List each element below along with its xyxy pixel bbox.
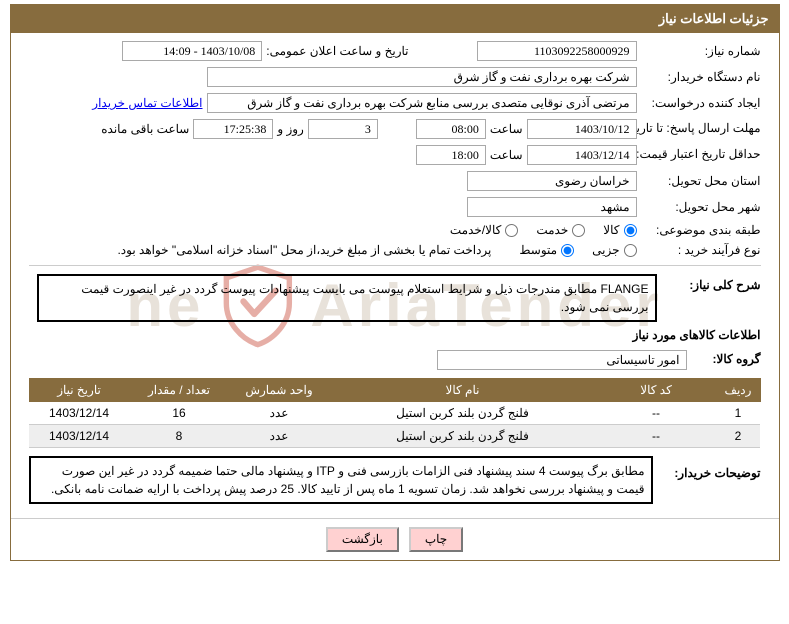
- buyer-exp-box: مطابق برگ پیوست 4 سند پیشنهاد فنی الزاما…: [29, 456, 653, 504]
- cell-qty: 8: [129, 425, 229, 448]
- cell-date: 1403/12/14: [29, 425, 129, 448]
- radio-kala[interactable]: کالا: [603, 223, 636, 237]
- field-group: امور تاسیساتی: [437, 350, 687, 370]
- cell-name: فلنج گردن بلند کربن استیل: [329, 425, 596, 448]
- table-row: 2--فلنج گردن بلند کربن استیلعدد81403/12/…: [29, 425, 760, 448]
- label-reply-deadline: مهلت ارسال پاسخ: تا تاریخ:: [641, 122, 761, 135]
- panel-content: شماره نیاز: 1103092258000929 تاریخ و ساع…: [11, 33, 779, 518]
- field-province: خراسان رضوی: [467, 171, 637, 191]
- col-name: نام کالا: [329, 379, 596, 402]
- row-need-number: شماره نیاز: 1103092258000929 تاریخ و ساع…: [29, 41, 761, 61]
- radio-motavaset[interactable]: متوسط: [519, 243, 574, 257]
- label-announce: تاریخ و ساعت اعلان عمومی:: [266, 44, 408, 58]
- radio-motavaset-input[interactable]: [561, 244, 574, 257]
- separator-1: [29, 265, 761, 266]
- label-time-suffix: ساعت باقی مانده: [101, 122, 189, 136]
- main-panel: جزئیات اطلاعات نیاز شماره نیاز: 11030922…: [10, 4, 780, 561]
- label-reply-time: ساعت: [490, 122, 523, 136]
- back-button[interactable]: بازگشت: [326, 527, 399, 552]
- cell-n: 2: [716, 425, 760, 448]
- label-need-number: شماره نیاز:: [641, 44, 761, 58]
- field-buyer-org: شرکت بهره برداری نفت و گاز شرق: [207, 67, 637, 87]
- process-note: پرداخت تمام یا بخشی از مبلغ خرید،از محل …: [117, 243, 491, 257]
- panel-title: جزئیات اطلاعات نیاز: [11, 5, 779, 33]
- field-reply-time: 08:00: [416, 119, 486, 139]
- cell-n: 1: [716, 402, 760, 425]
- field-validity-date: 1403/12/14: [527, 145, 637, 165]
- field-reply-date: 1403/10/12: [527, 119, 637, 139]
- col-unit: واحد شمارش: [229, 379, 329, 402]
- row-general-desc: شرح کلی نیاز: FLANGE مطابق مندرجات ذیل و…: [29, 274, 761, 322]
- radio-kalakh-input[interactable]: [505, 224, 518, 237]
- radio-khadamat[interactable]: خدمت: [536, 223, 585, 237]
- label-buyer-org: نام دستگاه خریدار:: [641, 70, 761, 84]
- row-province: استان محل تحویل: خراسان رضوی: [29, 171, 761, 191]
- label-process: نوع فرآیند خرید :: [641, 243, 761, 257]
- cell-code: --: [596, 402, 716, 425]
- cell-unit: عدد: [229, 425, 329, 448]
- row-buyer-org: نام دستگاه خریدار: شرکت بهره برداری نفت …: [29, 67, 761, 87]
- items-header: اطلاعات کالاهای مورد نیاز: [29, 328, 761, 342]
- col-code: کد کالا: [596, 379, 716, 402]
- label-days-suffix: روز و: [277, 122, 304, 136]
- label-province: استان محل تحویل:: [641, 174, 761, 188]
- field-time-remaining: 17:25:38: [193, 119, 273, 139]
- print-button[interactable]: چاپ: [409, 527, 463, 552]
- cell-unit: عدد: [229, 402, 329, 425]
- label-group: گروه کالا:: [691, 352, 761, 366]
- button-bar: چاپ بازگشت: [11, 518, 779, 560]
- cell-date: 1403/12/14: [29, 402, 129, 425]
- link-buyer-contact[interactable]: اطلاعات تماس خریدار: [92, 96, 202, 110]
- row-group: گروه کالا: امور تاسیساتی: [29, 348, 761, 372]
- row-process: نوع فرآیند خرید : جزیی متوسط پرداخت تمام…: [29, 243, 761, 257]
- label-validity-time: ساعت: [490, 148, 523, 162]
- process-radio-group: جزیی متوسط: [519, 243, 636, 257]
- table-row: 1--فلنج گردن بلند کربن استیلعدد161403/12…: [29, 402, 760, 425]
- field-city: مشهد: [467, 197, 637, 217]
- label-category: طبقه بندی موضوعی:: [641, 223, 761, 237]
- radio-kala-input[interactable]: [624, 224, 637, 237]
- radio-jozi[interactable]: جزیی: [592, 243, 636, 257]
- row-validity: حداقل تاریخ اعتبار قیمت: تا تاریخ: 1403/…: [29, 145, 761, 165]
- label-general-desc: شرح کلی نیاز:: [661, 278, 761, 292]
- field-days-remaining: 3: [308, 119, 378, 139]
- col-qty: تعداد / مقدار: [129, 379, 229, 402]
- label-validity: حداقل تاریخ اعتبار قیمت: تا تاریخ:: [641, 148, 761, 161]
- label-city: شهر محل تحویل:: [641, 200, 761, 214]
- items-table: ردیف کد کالا نام کالا واحد شمارش تعداد /…: [29, 378, 761, 448]
- cell-qty: 16: [129, 402, 229, 425]
- cell-code: --: [596, 425, 716, 448]
- radio-jozi-input[interactable]: [624, 244, 637, 257]
- field-announce: 1403/10/08 - 14:09: [122, 41, 262, 61]
- label-buyer-exp: توضیحات خریدار:: [661, 460, 761, 480]
- row-category: طبقه بندی موضوعی: کالا خدمت کالا/خدمت: [29, 223, 761, 237]
- table-header-row: ردیف کد کالا نام کالا واحد شمارش تعداد /…: [29, 379, 760, 402]
- radio-khadamat-input[interactable]: [572, 224, 585, 237]
- field-validity-time: 18:00: [416, 145, 486, 165]
- label-requester: ایجاد کننده درخواست:: [641, 96, 761, 110]
- col-row: ردیف: [716, 379, 760, 402]
- field-requester: مرتضی آذری نوقایی متصدی بررسی منابع شرکت…: [207, 93, 637, 113]
- category-radio-group: کالا خدمت کالا/خدمت: [450, 223, 637, 237]
- row-reply-deadline: مهلت ارسال پاسخ: تا تاریخ: 1403/10/12 سا…: [29, 119, 761, 139]
- field-need-number: 1103092258000929: [477, 41, 637, 61]
- row-city: شهر محل تحویل: مشهد: [29, 197, 761, 217]
- cell-name: فلنج گردن بلند کربن استیل: [329, 402, 596, 425]
- radio-kalakh[interactable]: کالا/خدمت: [450, 223, 518, 237]
- row-requester: ایجاد کننده درخواست: مرتضی آذری نوقایی م…: [29, 93, 761, 113]
- general-desc-box: FLANGE مطابق مندرجات ذیل و شرایط استعلام…: [37, 274, 657, 322]
- row-buyer-exp: توضیحات خریدار: مطابق برگ پیوست 4 سند پی…: [29, 456, 761, 504]
- col-date: تاریخ نیاز: [29, 379, 129, 402]
